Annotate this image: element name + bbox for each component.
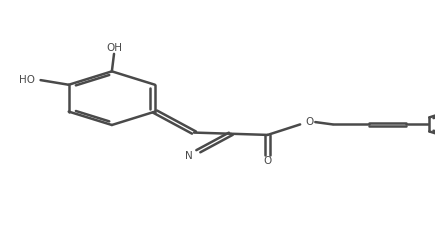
Text: O: O — [263, 156, 272, 166]
Text: N: N — [185, 151, 193, 161]
Text: O: O — [306, 117, 314, 127]
Text: HO: HO — [19, 75, 35, 85]
Text: OH: OH — [106, 43, 122, 53]
